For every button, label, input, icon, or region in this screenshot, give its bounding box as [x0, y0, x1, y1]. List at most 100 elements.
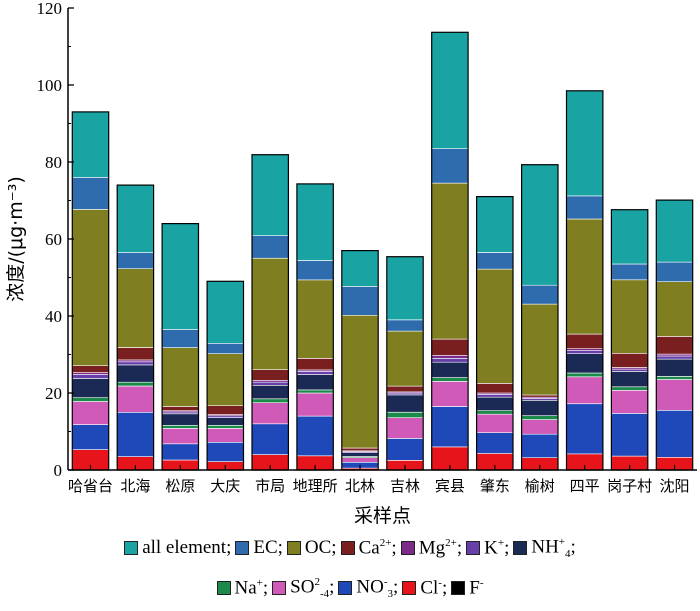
bar-segment-Na-5 [296, 389, 334, 394]
bar-segment-K-13 [655, 355, 693, 360]
bar-segment-Na-7 [386, 411, 424, 418]
bar-segment-EC-10 [521, 284, 559, 305]
bar-segment-allelement-1 [116, 184, 154, 253]
legend-item-Na: Na+; [216, 576, 269, 599]
bar-segment-Ca2-4 [251, 369, 289, 381]
bar-segment-SO24-0 [72, 401, 110, 425]
bar-segment-EC-2 [161, 329, 199, 348]
legend-row-2: Na+; SO2-4; NO-3; Cl-; F- [0, 576, 700, 600]
x-tick-label: 吉林 [390, 477, 420, 495]
bar-segment-Ca2-11 [566, 333, 604, 350]
bar-segment-NO3-0 [72, 424, 110, 450]
bar-segment-EC-4 [251, 235, 289, 259]
bar-segment-EC-0 [72, 177, 110, 210]
legend-label: SO2-4; [290, 576, 335, 601]
bar-segment-Mg2-8 [431, 354, 469, 359]
bar-segment-SO24-1 [116, 385, 154, 413]
bar-segment-NH4-0 [72, 378, 110, 398]
legend-label: NH+4; [531, 536, 576, 561]
bar-segment-NO3-4 [251, 423, 289, 455]
legend-swatch [451, 581, 466, 596]
bar-segment-NH4-8 [431, 361, 469, 378]
bar-segment-SO24-13 [655, 379, 693, 411]
bar-segment-OC-8 [431, 182, 469, 340]
x-tick-label: 榆树 [525, 477, 555, 495]
bar-segment-allelement-3 [206, 280, 244, 344]
x-tick-label: 宾县 [435, 477, 465, 495]
bar-segment-OC-10 [521, 303, 559, 396]
bar-segment-NO3-7 [386, 438, 424, 461]
bar-segment-allelement-13 [655, 199, 693, 263]
bar-segment-EC-8 [431, 148, 469, 184]
x-tick-label: 市局 [255, 477, 285, 495]
axes-group: 0 20 40 60 80 100 120 哈省台 北海 松原 大庆 市局 地理所 北林 吉林 宾县 肇东 榆树四… [37, 0, 697, 495]
bar-segment-Na-1 [116, 381, 154, 387]
x-tick-label: 哈省台 [68, 477, 113, 495]
bar-segment-NH4-12 [611, 371, 649, 388]
bar-segment-OC-9 [476, 268, 514, 384]
bar-segment-NH4-2 [161, 413, 199, 426]
x-axis-label: 采样点 [354, 505, 411, 527]
bar-segment-NO3-3 [206, 441, 244, 462]
bar-segment-OC-2 [161, 347, 199, 407]
legend-swatch [216, 581, 231, 596]
legend-item-NH4: NH+4; [513, 536, 576, 561]
legend-item-Cl: Cl-; [402, 577, 447, 599]
bar-segment-OC-0 [72, 209, 110, 366]
bar-segment-K-11 [566, 350, 604, 355]
legend-swatch [124, 541, 139, 556]
bar-segment-K-12 [611, 368, 649, 372]
bar-segment-Ca2-1 [116, 347, 154, 361]
bar-segment-Ca2-0 [72, 365, 110, 373]
bar-segment-NH4-13 [655, 358, 693, 377]
bar-segment-Ca2-6 [341, 447, 379, 452]
legend-label: NO-3; [356, 576, 399, 601]
bar-segment-EC-6 [341, 286, 379, 316]
bar-segment-SO24-5 [296, 392, 334, 417]
x-tick-label: 地理所 [293, 477, 338, 495]
bar-segment-NO3-1 [116, 411, 154, 457]
bar-segment-Na-11 [566, 372, 604, 378]
x-tick-label: 北海 [120, 477, 150, 495]
legend-item-F: F- [451, 577, 483, 599]
legend-label: Cl-; [420, 576, 448, 599]
legend-swatch [272, 581, 287, 596]
bar-segment-EC-12 [611, 263, 649, 281]
bar-segment-Ca2-3 [206, 405, 244, 415]
x-tick-label: 大庆 [210, 477, 240, 495]
bar-segment-allelement-2 [161, 223, 199, 330]
bar-segment-SO24-6 [341, 457, 379, 463]
legend-item-NO3: NO-3; [338, 576, 398, 600]
bar-segment-Ca2-8 [431, 338, 469, 356]
bar-segment-allelement-5 [296, 183, 334, 261]
x-tick-label: 四平 [570, 477, 600, 495]
legend-swatch [402, 581, 417, 596]
bar-segment-NH4-10 [521, 399, 559, 416]
bar-segment-allelement-8 [431, 31, 469, 149]
bar-segment-SO24-11 [566, 376, 604, 404]
x-tick-label: 北林 [345, 477, 375, 495]
legend-item-allelement: all element; [124, 537, 231, 559]
bar-segment-NH4-6 [341, 452, 379, 457]
y-tick-label: 80 [45, 153, 62, 172]
legend-label: Na+; [234, 576, 269, 599]
bar-segment-Na-2 [161, 424, 199, 429]
bars-group [71, 31, 694, 471]
legend-swatch [286, 541, 301, 556]
legend-swatch [400, 541, 415, 556]
bar-segment-OC-1 [116, 268, 154, 348]
y-tick-label: 20 [45, 384, 62, 403]
legend-label: EC; [253, 537, 283, 559]
bar-segment-SO24-8 [431, 381, 469, 407]
bar-segment-K-1 [116, 361, 154, 366]
bar-segment-SO24-2 [161, 428, 199, 445]
bar-segment-K-0 [72, 374, 110, 379]
bar-segment-SO24-9 [476, 413, 514, 434]
bar-segment-EC-5 [296, 260, 334, 281]
legend-label: K+; [484, 536, 510, 559]
bar-segment-K-9 [476, 394, 514, 398]
legend-swatch [340, 541, 355, 556]
bar-segment-SO24-4 [251, 402, 289, 425]
bar-segment-EC-1 [116, 252, 154, 270]
